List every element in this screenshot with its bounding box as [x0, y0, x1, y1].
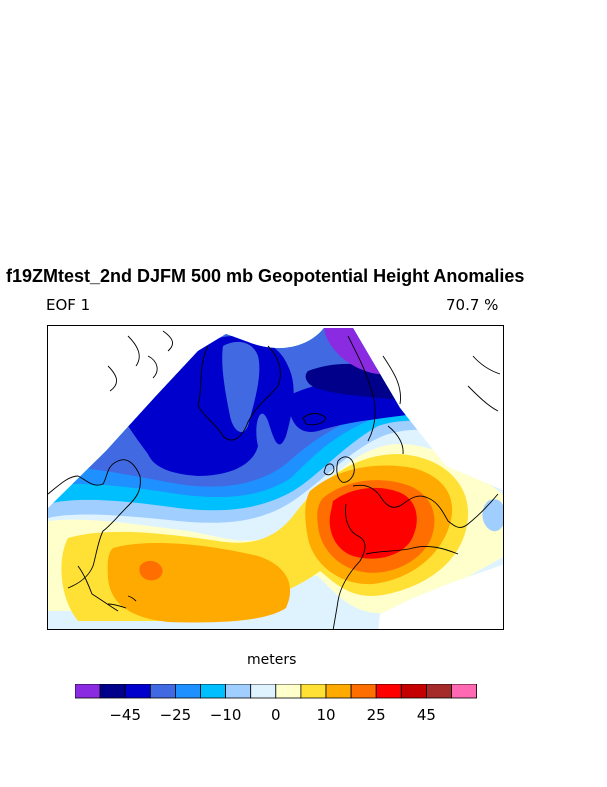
colorbar-tick-label: 25 — [367, 706, 386, 724]
plot-title: f19ZMtest_2nd DJFM 500 mb Geopotential H… — [6, 266, 525, 286]
colorbar-legend: −45 −25 −10 0 10 25 45 — [75, 684, 478, 724]
iberia-africa-coast — [332, 503, 366, 629]
mediterranean-coast — [365, 545, 459, 555]
contour-red-max — [329, 487, 417, 559]
colorbar-tick-label: −10 — [210, 706, 242, 724]
colorbar-box — [400, 684, 427, 699]
colorbar-box — [99, 684, 126, 699]
contour-blue — [118, 335, 415, 476]
colorbar-tick-label: −25 — [160, 706, 192, 724]
colorbar-box — [275, 684, 302, 699]
colorbar-box — [124, 684, 151, 699]
greenland-coast — [197, 345, 281, 441]
colorbar-box — [325, 684, 352, 699]
colorbar-tick-label: 10 — [316, 706, 335, 724]
contour-local-max — [139, 560, 163, 581]
florida-gulf-coast — [77, 565, 119, 612]
colorbar-box — [200, 684, 227, 699]
variance-explained: 70.7 % — [446, 296, 499, 314]
iceland-coast — [302, 413, 327, 426]
colorbar-box — [75, 684, 101, 699]
europe-coast — [352, 484, 499, 528]
contour-light-region-inset — [222, 341, 260, 433]
colorbar-tick-label: −45 — [109, 706, 141, 724]
contour-blue-edge — [482, 499, 503, 532]
colorbar-ticks: −45 −25 −10 0 10 25 45 — [109, 706, 436, 724]
colorbar-box — [250, 684, 277, 699]
canadian-archipelago — [107, 330, 174, 392]
units-label: meters — [247, 652, 297, 668]
british-isles-coast — [323, 456, 355, 483]
colorbar-box — [375, 684, 402, 699]
caribbean-islands — [107, 595, 137, 609]
colorbar-box — [451, 684, 478, 699]
map-panel — [47, 325, 504, 630]
colorbar-box — [425, 684, 452, 699]
map-svg — [48, 328, 503, 629]
coastlines — [48, 330, 501, 629]
scandinavia-coast — [347, 335, 404, 455]
colorbar-box — [149, 684, 176, 699]
colorbar-boxes — [75, 684, 478, 699]
colorbar-box — [350, 684, 377, 699]
colorbar-box — [300, 684, 327, 699]
colorbar-box — [175, 684, 201, 699]
colorbar-box — [225, 684, 252, 699]
eof-label: EOF 1 — [46, 296, 91, 314]
colorbar-tick-label: 0 — [271, 706, 281, 724]
asia-coast-right — [467, 355, 501, 412]
north-america-coast — [48, 459, 141, 589]
anomaly-field — [48, 328, 503, 629]
colorbar-tick-label: 45 — [417, 706, 436, 724]
